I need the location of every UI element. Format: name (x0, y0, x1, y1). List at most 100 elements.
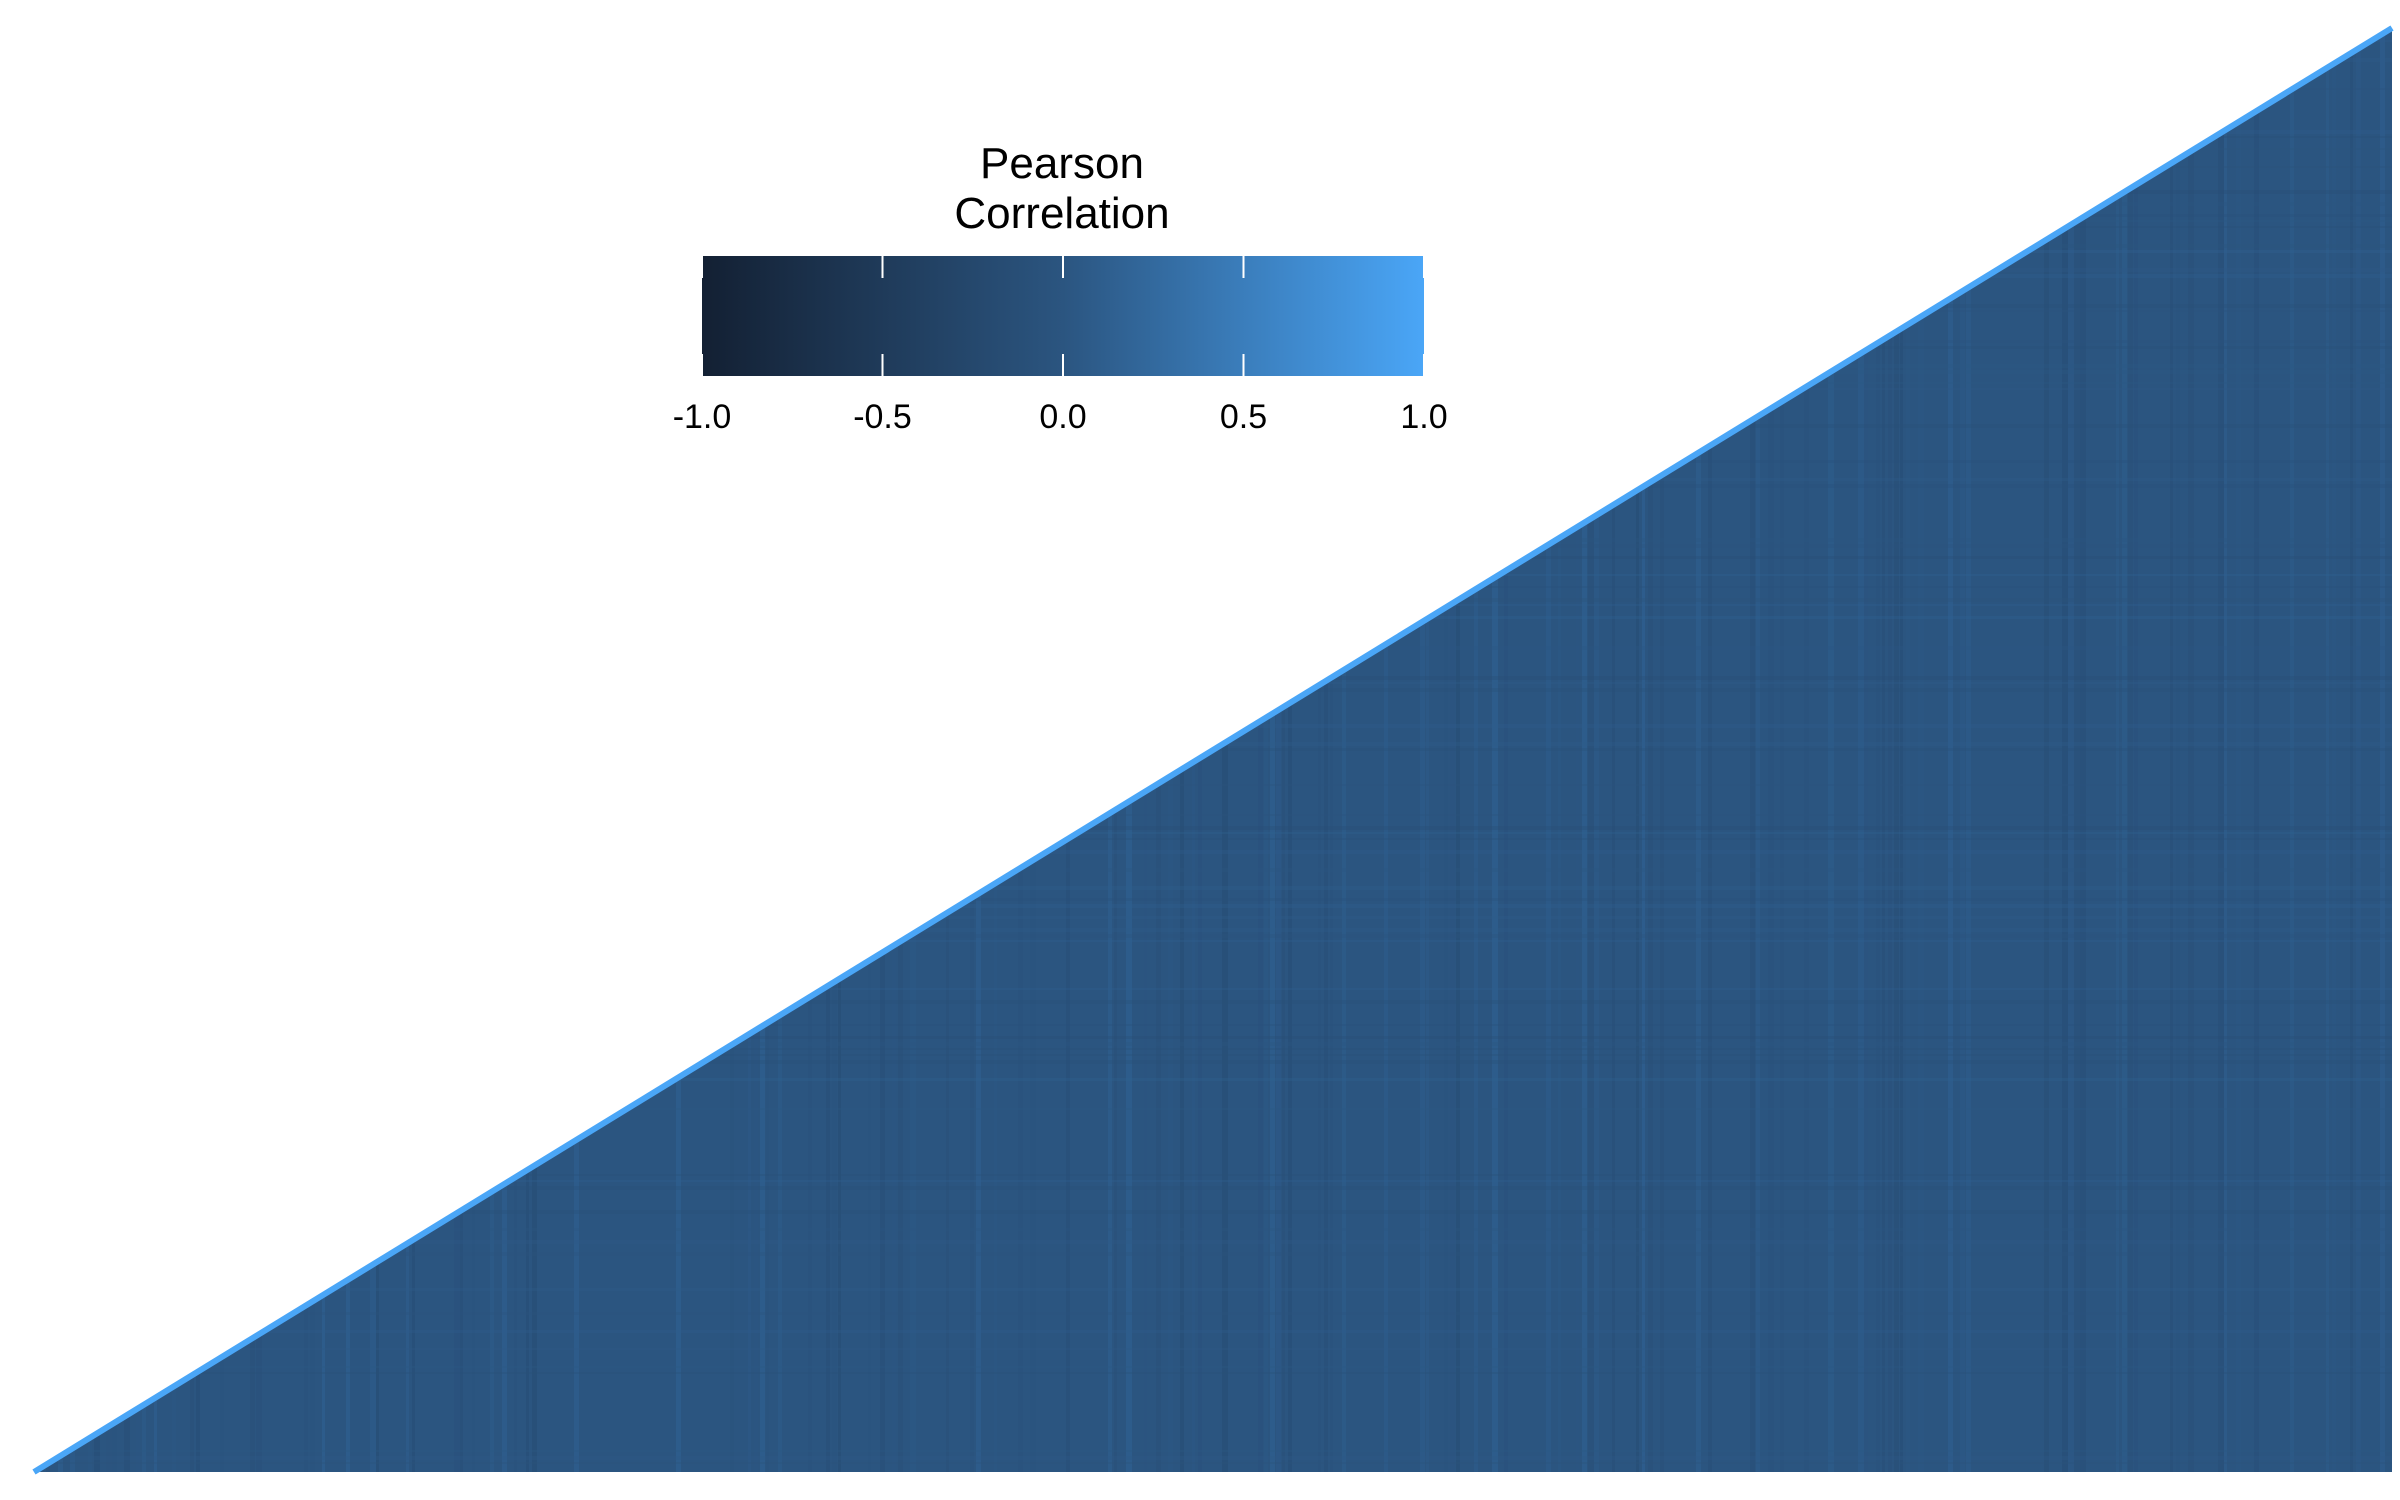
heatmap-row-stripe (34, 814, 2392, 816)
heatmap-row-stripe (34, 538, 2392, 542)
heatmap-column-stripe (2218, 28, 2224, 1472)
heatmap-column-stripe (1264, 28, 1268, 1472)
heatmap-row-stripe (34, 1456, 2392, 1460)
heatmap-column-stripe (1750, 28, 1755, 1472)
heatmap-column-stripe (2290, 28, 2294, 1472)
heatmap-column-stripe (1780, 28, 1784, 1472)
heatmap-column-stripe (112, 28, 117, 1472)
heatmap-column-stripe (1492, 28, 1498, 1472)
heatmap-column-stripe (2176, 28, 2180, 1472)
heatmap-column-stripe (1558, 28, 1561, 1472)
heatmap-column-stripe (2326, 28, 2329, 1472)
heatmap-column-stripe (1324, 28, 1328, 1472)
heatmap-row-stripe (34, 556, 2392, 559)
heatmap-row-stripe (34, 1186, 2392, 1190)
heatmap-column-stripe (1576, 28, 1579, 1472)
heatmap-row-stripe (34, 940, 2392, 942)
heatmap-column-stripe (310, 28, 315, 1472)
heatmap-column-stripe (2332, 28, 2336, 1472)
heatmap-row-stripe (34, 1450, 2392, 1452)
heatmap-column-stripe (136, 28, 140, 1472)
heatmap-row-stripe (34, 1330, 2392, 1333)
heatmap-row-stripe (34, 1252, 2392, 1256)
heatmap-row-stripe (34, 544, 2392, 548)
heatmap-column-stripe (58, 28, 63, 1472)
heatmap-column-stripe (1594, 28, 1599, 1472)
heatmap-column-stripe (124, 28, 130, 1472)
heatmap-row-stripe (34, 868, 2392, 872)
heatmap-column-stripe (70, 28, 75, 1472)
heatmap-row-stripe (34, 1024, 2392, 1026)
heatmap-column-stripe (1696, 28, 1701, 1472)
heatmap-row-stripe (34, 1054, 2392, 1056)
heatmap-column-stripe (1546, 28, 1551, 1472)
heatmap-row-stripe (34, 784, 2392, 786)
heatmap-row-stripe (34, 1210, 2392, 1214)
heatmap-column-stripe (2080, 28, 2086, 1472)
heatmap-row-stripe (34, 166, 2392, 168)
heatmap-column-stripe (1804, 28, 1809, 1472)
heatmap-column-stripe (1894, 28, 1899, 1472)
heatmap-row-stripe (34, 1228, 2392, 1231)
heatmap-row-stripe (34, 826, 2392, 830)
heatmap-column-stripe (1948, 28, 1953, 1472)
heatmap-column-stripe (1660, 28, 1664, 1472)
heatmap-row-stripe (34, 484, 2392, 488)
heatmap-column-stripe (1384, 28, 1388, 1472)
heatmap-diagonal-line (32, 25, 2394, 1475)
heatmap-column-stripe (106, 28, 112, 1472)
heatmap-row-stripe (34, 934, 2392, 938)
heatmap-row-stripe (34, 904, 2392, 908)
heatmap-column-stripe (1270, 28, 1275, 1472)
heatmap-column-stripe (142, 28, 146, 1472)
heatmap-column-stripe (2170, 28, 2173, 1472)
heatmap-column-stripe (1258, 28, 1263, 1472)
heatmap-column-stripe (304, 28, 308, 1472)
heatmap-triangle (32, 25, 2394, 1475)
heatmap-row-stripe (34, 886, 2392, 890)
heatmap-column-stripe (1288, 28, 1292, 1472)
heatmap-column-stripe (1666, 28, 1669, 1472)
heatmap-column-stripe (1906, 28, 1910, 1472)
heatmap-row-stripe (34, 460, 2392, 463)
heatmap-column-stripe (2188, 28, 2194, 1472)
heatmap-column-stripe (1756, 28, 1760, 1472)
heatmap-column-stripe (1444, 28, 1448, 1472)
heatmap-column-stripe (196, 28, 200, 1472)
heatmap-column-stripe (1858, 28, 1864, 1472)
heatmap-row-stripe (34, 148, 2392, 150)
legend-title-line2: Correlation (954, 189, 1169, 238)
heatmap-row-stripe (34, 838, 2392, 840)
heatmap-column-stripe (1276, 28, 1281, 1472)
heatmap-column-stripe (1318, 28, 1321, 1472)
heatmap-row-stripe (34, 226, 2392, 228)
heatmap-row-stripe (34, 682, 2392, 684)
heatmap-row-stripe (34, 1048, 2392, 1050)
heatmap-column-stripe (1966, 28, 1971, 1472)
heatmap-row-stripe (34, 1036, 2392, 1039)
heatmap-column-stripe (1342, 28, 1346, 1472)
legend-tick-label: -0.5 (853, 398, 912, 436)
heatmap-column-stripe (1954, 28, 1957, 1472)
heatmap-column-stripe (1582, 28, 1587, 1472)
heatmap-column-stripe (94, 28, 100, 1472)
heatmap-row-stripe (34, 1108, 2392, 1110)
heatmap-column-stripe (2236, 28, 2241, 1472)
heatmap-row-stripe (34, 424, 2392, 428)
heatmap-column-stripe (1282, 28, 1285, 1472)
heatmap-column-stripe (376, 28, 379, 1472)
heatmap-column-stripe (322, 28, 325, 1472)
heatmap-column-stripe (1588, 28, 1594, 1472)
heatmap-column-stripe (1636, 28, 1639, 1472)
heatmap-column-stripe (2380, 28, 2385, 1472)
heatmap-column-stripe (1612, 28, 1615, 1472)
heatmap-row-stripe (34, 1372, 2392, 1374)
heatmap-row-stripe (34, 988, 2392, 990)
heatmap-row-stripe (34, 1000, 2392, 1004)
heatmap-column-stripe (46, 28, 50, 1472)
heatmap-row-stripe (34, 1060, 2392, 1064)
heatmap-column-stripe (2122, 28, 2127, 1472)
heatmap-column-stripe (2254, 28, 2259, 1472)
heatmap-column-stripe (2134, 28, 2138, 1472)
heatmap-column-stripe (370, 28, 376, 1472)
